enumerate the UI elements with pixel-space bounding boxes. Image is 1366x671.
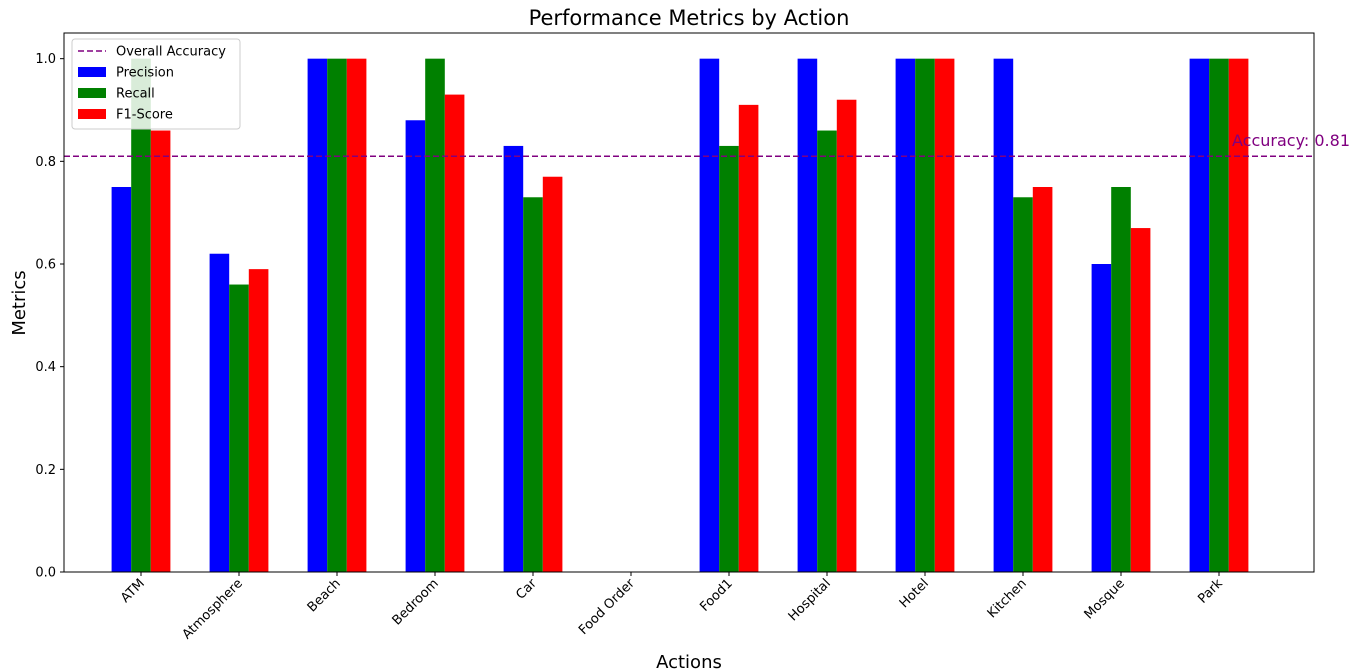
y-tick-label-5: 1.0 <box>35 52 56 67</box>
y-tick-label-2: 0.4 <box>35 360 56 375</box>
bar-f1-score-0 <box>150 130 171 573</box>
bar-precision-7 <box>797 58 818 572</box>
x-tick-label-atm: ATM <box>118 576 148 606</box>
x-tick-label-mosque: Mosque <box>1082 576 1128 622</box>
bar-recall-3 <box>425 58 445 572</box>
legend-swatch-f1-score <box>78 109 106 119</box>
bar-recall-2 <box>327 58 347 572</box>
bar-f1-score-4 <box>542 176 563 572</box>
bar-f1-score-9 <box>1032 187 1053 572</box>
x-tick-label-hospital: Hospital <box>786 576 834 624</box>
bar-recall-9 <box>1013 197 1033 572</box>
bar-f1-score-8 <box>934 58 955 572</box>
bar-recall-6 <box>719 145 739 572</box>
x-tick-label-kitchen: Kitchen <box>985 576 1030 621</box>
x-tick-label-hotel: Hotel <box>897 576 932 611</box>
bar-precision-2 <box>307 58 328 572</box>
plot-frame <box>63 32 1315 573</box>
x-tick-label-bedroom: Bedroom <box>390 576 442 628</box>
y-tick-label-4: 0.8 <box>35 155 56 170</box>
plot-area: Accuracy: 0.81 0.0 0.2 0.4 0.6 0.8 1.0 ATM Atmos… <box>35 32 1350 642</box>
bar-f1-score-1 <box>248 269 269 572</box>
bar-recall-0 <box>131 58 151 572</box>
legend-label-overall-accuracy: Overall Accuracy <box>116 45 226 60</box>
x-tick-label-food1: Food1 <box>697 576 736 615</box>
bar-recall-8 <box>915 58 935 572</box>
legend-label-precision: Precision <box>116 66 174 81</box>
bar-precision-11 <box>1189 58 1210 572</box>
x-tick-label-atmosphere: Atmosphere <box>180 576 246 642</box>
bar-recall-10 <box>1111 187 1131 572</box>
bar-precision-8 <box>895 58 916 572</box>
x-tick-label-park: Park <box>1195 576 1226 607</box>
bar-recall-7 <box>817 130 837 573</box>
x-tick-label-car: Car <box>513 576 540 603</box>
legend-swatch-recall <box>78 88 106 98</box>
bar-f1-score-11 <box>1228 58 1249 572</box>
x-axis-label: Actions <box>656 652 722 671</box>
bar-precision-3 <box>405 120 426 573</box>
bar-precision-6 <box>699 58 720 572</box>
bar-precision-9 <box>993 58 1014 572</box>
y-tick-label-3: 0.6 <box>35 258 56 273</box>
bar-f1-score-7 <box>836 99 857 572</box>
legend: Overall Accuracy Precision Recall F1-Score <box>71 38 241 130</box>
x-tick-label-food-order: Food Order <box>576 576 638 638</box>
y-tick-label-0: 0.0 <box>35 566 56 581</box>
bar-recall-4 <box>523 197 543 572</box>
bar-precision-0 <box>111 187 132 572</box>
bar-recall-11 <box>1209 58 1229 572</box>
bar-f1-score-2 <box>346 58 367 572</box>
bar-f1-score-10 <box>1130 228 1151 573</box>
y-axis-label: Metrics <box>9 270 30 335</box>
bar-precision-10 <box>1091 264 1112 572</box>
bar-f1-score-6 <box>738 104 759 572</box>
legend-swatch-precision <box>78 67 106 77</box>
bar-precision-4 <box>503 145 524 572</box>
accuracy-annotation: Accuracy: 0.81 <box>1232 131 1350 150</box>
bar-f1-score-3 <box>444 94 465 572</box>
legend-box <box>71 38 241 130</box>
legend-label-f1-score: F1-Score <box>116 108 173 123</box>
legend-label-recall: Recall <box>116 87 155 102</box>
bar-recall-1 <box>229 284 249 572</box>
chart-title: Performance Metrics by Action <box>529 6 850 30</box>
bar-precision-1 <box>209 253 230 572</box>
x-tick-label-beach: Beach <box>305 576 344 615</box>
y-tick-label-1: 0.2 <box>35 463 56 478</box>
